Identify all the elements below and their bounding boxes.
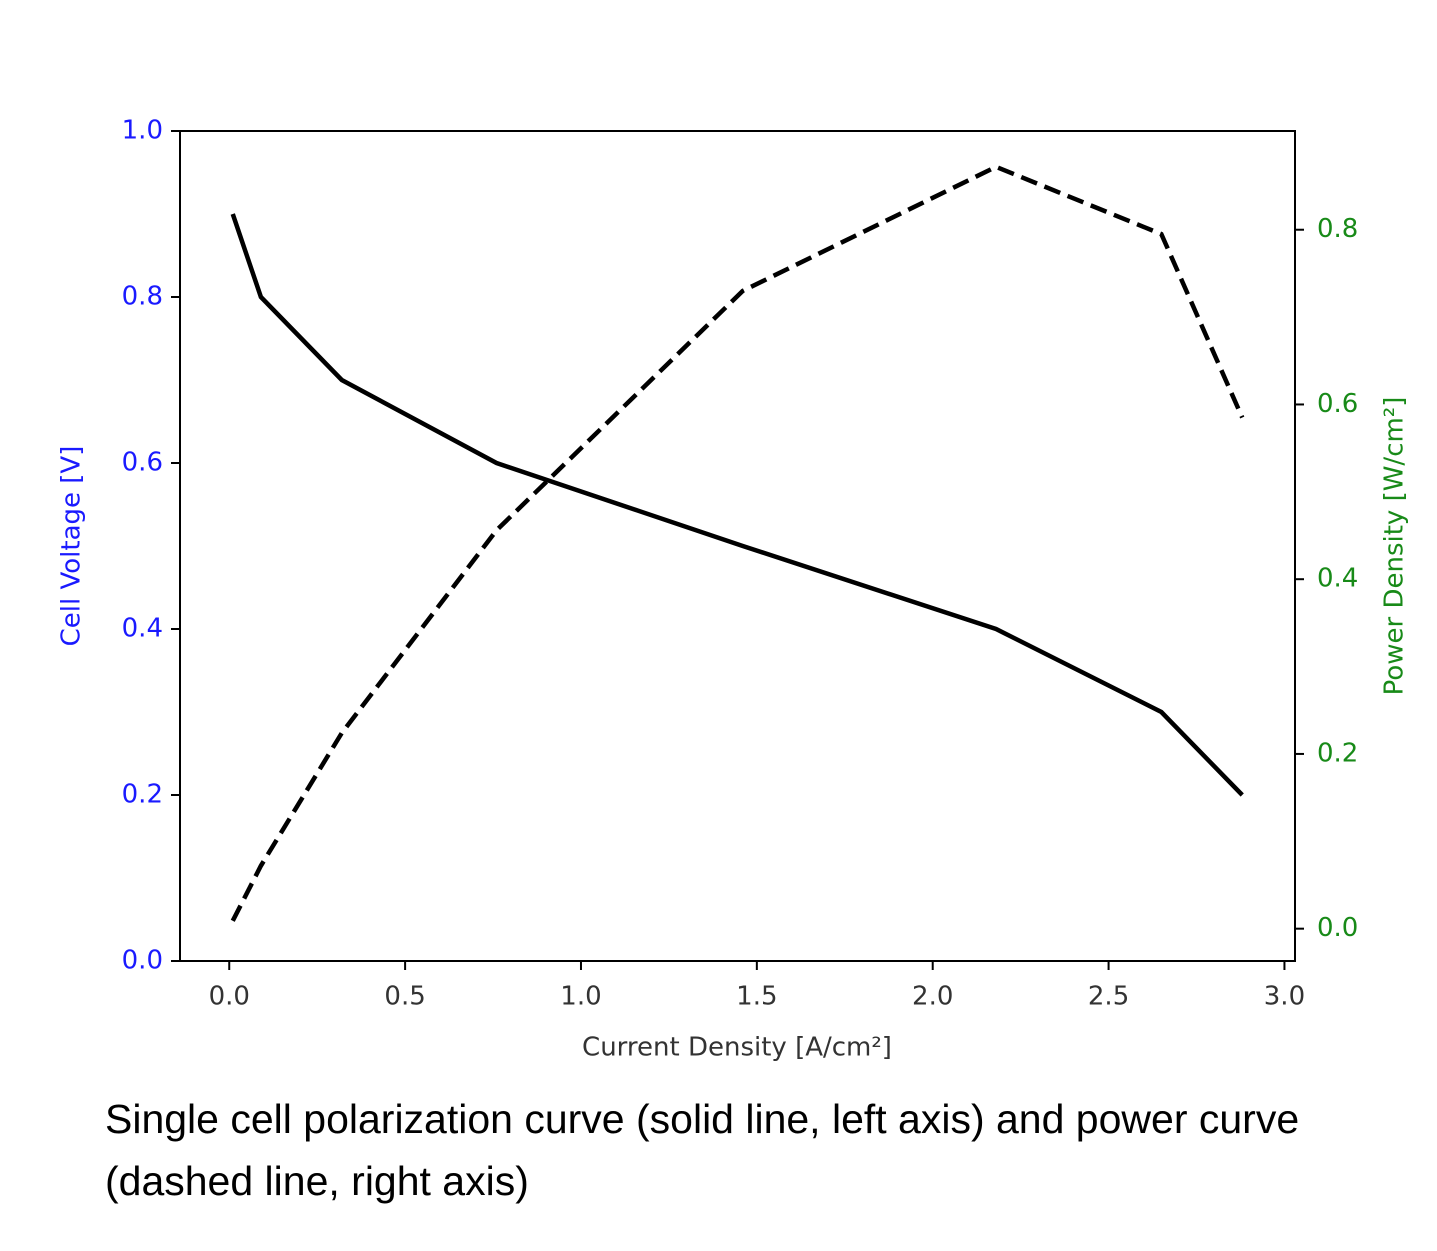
data-line <box>230 164 1245 922</box>
y2-tick-label: 0.8 <box>1317 214 1358 244</box>
y-axis-label: Cell Voltage [V] <box>57 446 87 647</box>
data-line <box>230 213 1244 797</box>
caption: Single cell polarization curve (solid li… <box>105 1096 1300 1204</box>
x-tick-label: 1.0 <box>560 982 601 1012</box>
x-tick-label: 2.0 <box>912 982 953 1012</box>
y2-tick-label: 0.6 <box>1317 389 1358 419</box>
y2-tick-label: 0.4 <box>1317 564 1358 594</box>
x-tick-label: 3.0 <box>1264 982 1305 1012</box>
y2-axis-label: Power Density [W/cm²] <box>1380 397 1410 696</box>
x-tick-label: 2.5 <box>1088 982 1129 1012</box>
y-tick-label: 0.0 <box>122 946 163 976</box>
x-tick-label: 1.5 <box>736 982 777 1012</box>
x-tick-label: 0.5 <box>384 982 425 1012</box>
y-tick-label: 0.6 <box>122 448 163 478</box>
x-axis-label: Current Density [A/cm²] <box>582 1033 892 1063</box>
y-tick-label: 1.0 <box>122 116 163 146</box>
chart: Current Density [A/cm²] Cell Voltage [V]… <box>57 116 1410 1063</box>
y-tick-label: 0.4 <box>122 614 163 644</box>
y2-tick-label: 0.2 <box>1317 738 1358 768</box>
plot-frame <box>179 130 1296 962</box>
x-tick-label: 0.0 <box>209 982 250 1012</box>
y-tick-label: 0.8 <box>122 282 163 312</box>
y-tick-label: 0.2 <box>122 780 163 810</box>
y2-tick-label: 0.0 <box>1317 913 1358 943</box>
